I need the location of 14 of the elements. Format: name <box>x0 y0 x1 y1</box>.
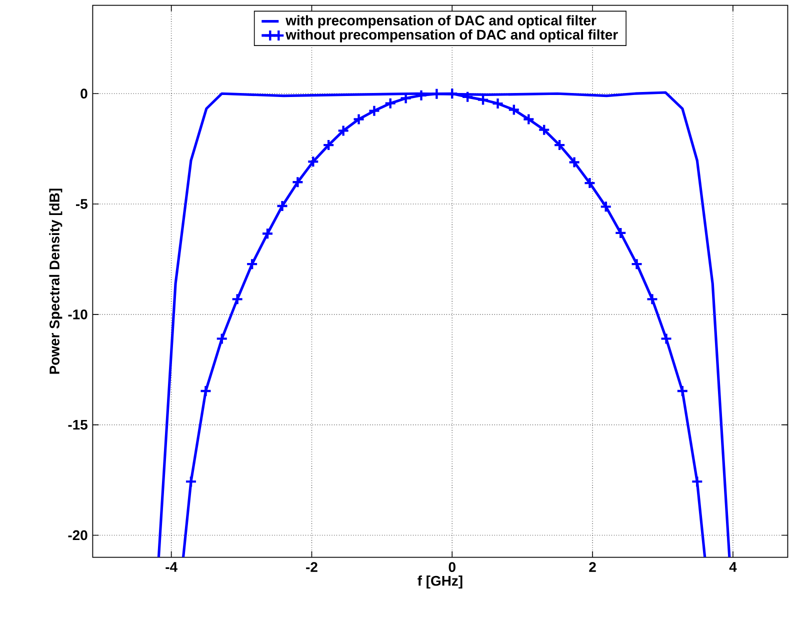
x-axis-title: f [GHz] <box>418 576 462 589</box>
y-tick-label: -5 <box>76 199 88 209</box>
x-tick-label: 2 <box>589 562 596 572</box>
y-axis-title: Power Spectral Density [dB] <box>49 188 62 374</box>
y-tick-label: -10 <box>68 309 88 320</box>
x-tick-label: 4 <box>729 562 737 572</box>
legend-label: without precompensation of DAC and optical filter <box>286 29 618 42</box>
y-tick-label: -15 <box>68 420 88 430</box>
y-tick-label: 0 <box>80 88 88 99</box>
legend-label: with precompensation of DAC and optical filter <box>286 15 596 28</box>
y-tick-label: -20 <box>68 530 88 540</box>
x-tick-label: -2 <box>306 562 318 572</box>
x-tick-label: -4 <box>166 562 178 572</box>
x-tick-label: 0 <box>448 562 456 572</box>
